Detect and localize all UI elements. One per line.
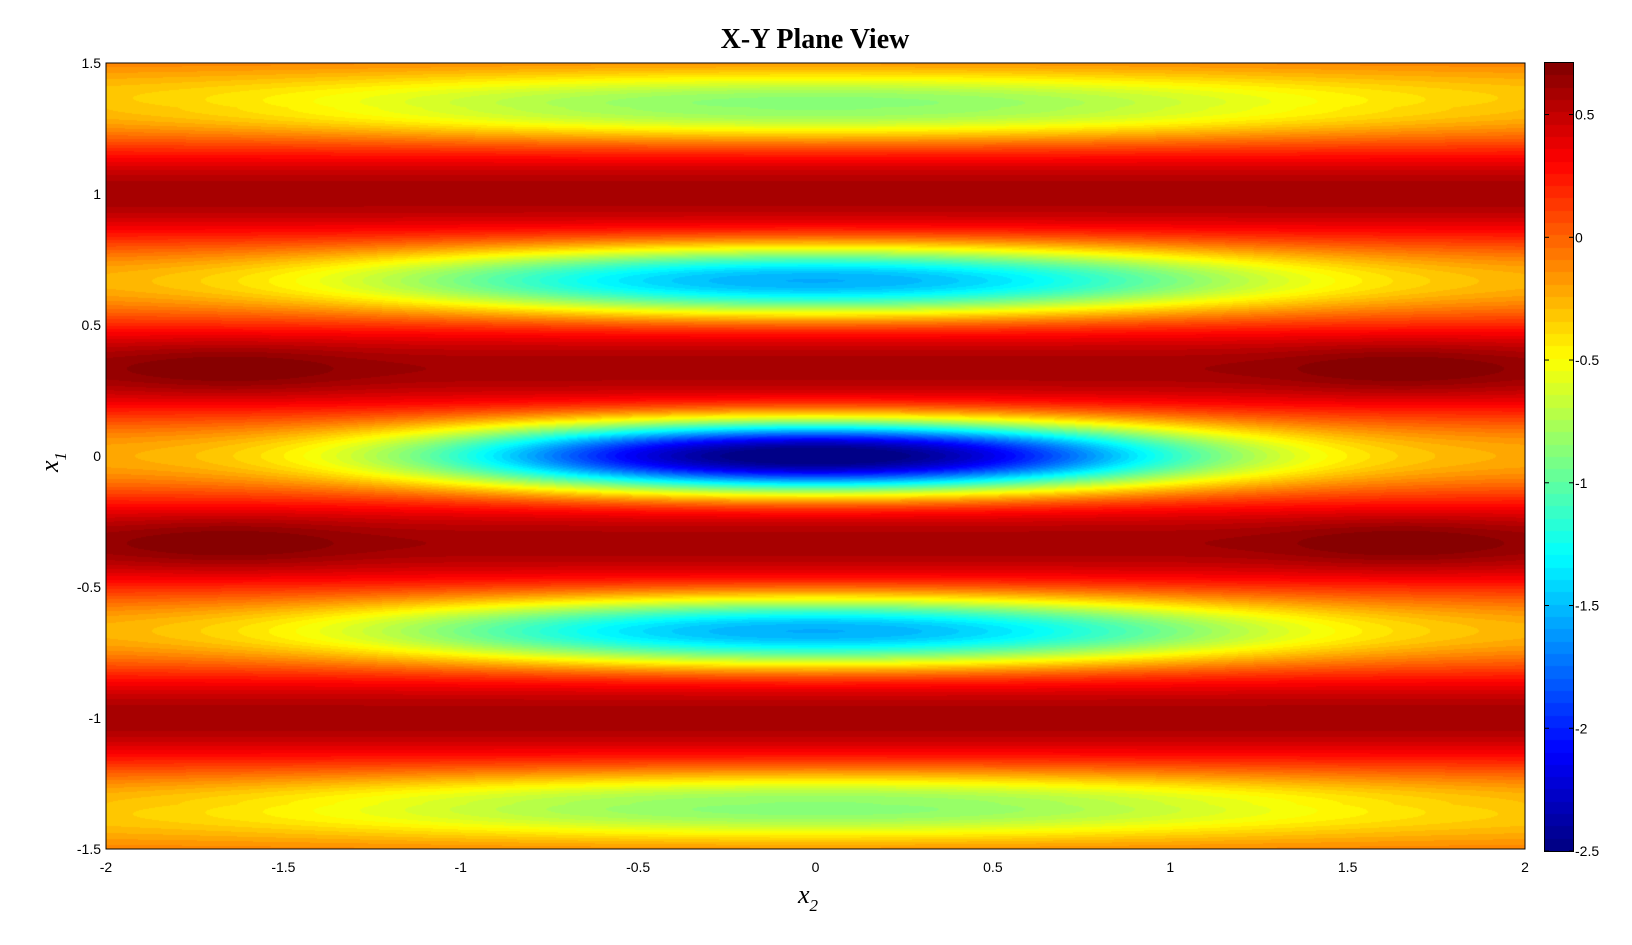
y-tick-label: 0.5	[82, 317, 102, 333]
colorbar-tick-label: -0.5	[1575, 352, 1599, 368]
y-tick-label: 1.5	[82, 55, 102, 71]
x-tick-label: -0.5	[626, 859, 650, 875]
x-axis-label-sub: 2	[810, 896, 819, 915]
y-tick-label: 1	[93, 186, 101, 202]
x-tick-label: -1	[455, 859, 468, 875]
heatmap-field	[106, 63, 1525, 849]
x-tick-label: 1.5	[1338, 859, 1358, 875]
x-tick-labels: -2 -1.5 -1 -0.5 0 0.5 1 1.5 2	[100, 859, 1529, 875]
x-tick-label: 1	[1166, 859, 1174, 875]
x-axis-label-base: x	[797, 880, 810, 909]
colorbar-tick-label: -1	[1575, 475, 1588, 491]
y-tick-label: 0	[93, 448, 101, 464]
colorbar-tick-label: -1.5	[1575, 598, 1599, 614]
colorbar-tick-label: -2.5	[1575, 843, 1599, 859]
colorbar	[1544, 62, 1574, 852]
y-tick-label: -1.5	[77, 841, 101, 857]
y-tick-label: -1	[89, 710, 102, 726]
chart-title: X-Y Plane View	[721, 24, 910, 55]
x-tick-label: 0	[812, 859, 820, 875]
y-axis-label-sub: 1	[51, 452, 70, 461]
y-tick-labels: -1.5 -1 -0.5 0 0.5 1 1.5	[77, 55, 101, 857]
colorbar-tick-label: 0.5	[1575, 107, 1595, 123]
x-tick-label: -1.5	[271, 859, 295, 875]
colorbar-tick-label: -2	[1575, 720, 1588, 736]
y-tick-label: -0.5	[77, 579, 101, 595]
colorbar-tick-labels: 0.5 0 -0.5 -1 -1.5 -2 -2.5	[1545, 107, 1599, 859]
x-axis-label: x2	[797, 880, 819, 915]
y-axis-label: x1	[35, 452, 70, 473]
x-tick-label: 0.5	[983, 859, 1003, 875]
plot-frame	[105, 62, 1526, 850]
colorbar-tick-label: 0	[1575, 229, 1583, 245]
x-tick-label: 2	[1521, 859, 1529, 875]
x-tick-label: -2	[100, 859, 113, 875]
y-axis-label-base: x	[35, 460, 64, 473]
